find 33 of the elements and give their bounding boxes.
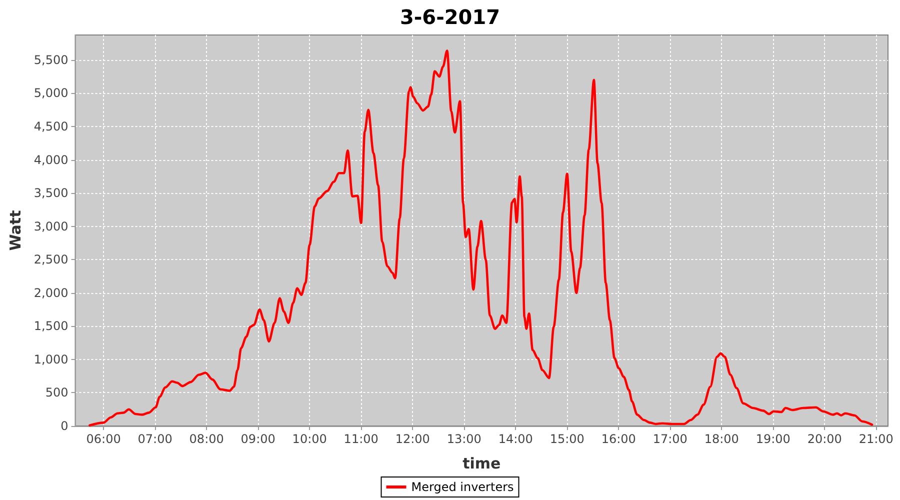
y-tick-label: 500: [45, 386, 68, 400]
x-tick-label: 06:00: [86, 432, 121, 446]
x-tick-label: 13:00: [446, 432, 482, 446]
x-tick-label: 18:00: [704, 432, 739, 446]
y-axis-title: Watt: [6, 210, 24, 251]
y-tick-label: 4,500: [34, 120, 68, 134]
x-tick-label: 11:00: [344, 432, 378, 446]
y-tick-label: 3,500: [34, 186, 68, 200]
y-tick-label: 5,500: [34, 52, 68, 67]
x-tick-label: 17:00: [652, 432, 688, 446]
x-axis-title: time: [462, 454, 501, 472]
y-tick-label: 4,000: [34, 152, 68, 167]
y-tick-label: 0: [60, 419, 68, 433]
x-tick-label: 08:00: [189, 432, 224, 446]
x-tick-label: 10:00: [292, 432, 327, 446]
x-tick-label: 16:00: [601, 432, 636, 446]
y-tick-label: 1,500: [34, 319, 68, 334]
x-tick-label: 19:00: [756, 432, 790, 446]
x-tick-label: 21:00: [858, 432, 894, 446]
y-tick-label: 2,500: [34, 252, 68, 267]
x-tick-label: 14:00: [498, 432, 533, 446]
x-tick-label: 07:00: [138, 432, 172, 446]
x-tick-label: 20:00: [807, 432, 842, 446]
x-tick-label: 12:00: [395, 432, 430, 446]
legend-label: Merged inverters: [411, 480, 514, 494]
chart-title: 3-6-2017: [400, 5, 500, 29]
y-tick-label: 3,000: [34, 219, 68, 234]
y-tick-label: 1,000: [34, 352, 68, 366]
line-series: [88, 49, 874, 426]
x-tick-label: 15:00: [550, 432, 584, 446]
y-tick-label: 5,000: [34, 86, 68, 100]
y-tick-label: 2,000: [34, 286, 68, 300]
x-tick-label: 09:00: [240, 432, 276, 446]
